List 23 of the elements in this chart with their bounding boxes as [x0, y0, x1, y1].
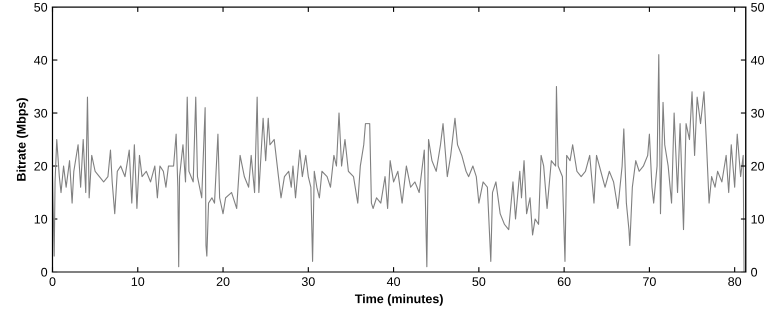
x-tick-label: 50: [472, 277, 486, 286]
x-tick-label: 10: [132, 277, 144, 286]
y2-tick-label: 0: [751, 268, 758, 277]
x-axis-title: Time (minutes): [354, 294, 443, 306]
x-tick-label: 40: [386, 277, 400, 286]
x-tick-label: 0: [50, 277, 56, 286]
y2-tick-label: 40: [750, 56, 764, 65]
y-tick-label: 40: [34, 56, 48, 65]
y2-tick-label: 10: [752, 214, 764, 224]
x-tick-label: 60: [558, 277, 571, 286]
x-tick-label: 70: [643, 277, 656, 286]
y-tick-label: 30: [34, 108, 48, 118]
y-tick-label: 0: [41, 268, 48, 277]
y-tick-label: 20: [34, 162, 48, 171]
y2-tick-label: 30: [751, 108, 764, 118]
x-tick-label: 20: [216, 277, 230, 286]
y-axis-title: Bitrate (Mbps): [16, 98, 28, 181]
y2-tick-label: 20: [751, 162, 764, 171]
y-tick-label: 50: [34, 2, 48, 12]
y-tick-label: 10: [34, 214, 48, 224]
y2-tick-label: 50: [751, 2, 764, 12]
x-tick-label: 30: [302, 277, 315, 286]
x-tick-label: 80: [728, 277, 742, 286]
